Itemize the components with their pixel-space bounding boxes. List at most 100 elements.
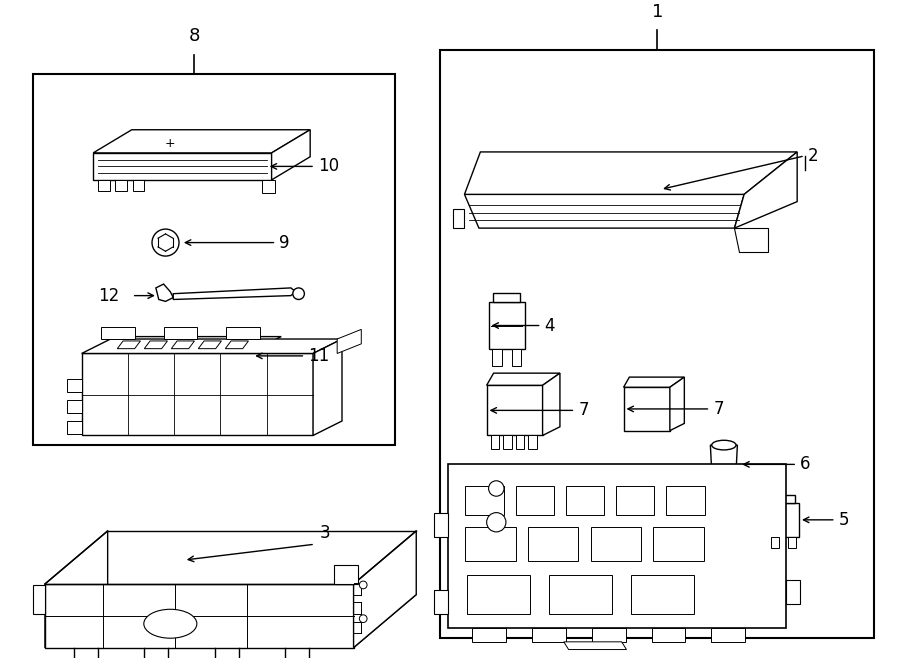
Bar: [101, 327, 135, 339]
Text: 9: 9: [279, 233, 290, 252]
Polygon shape: [45, 595, 416, 648]
Bar: [465, 486, 504, 514]
Polygon shape: [108, 348, 257, 363]
Bar: [68, 400, 82, 413]
Text: 12: 12: [98, 287, 120, 305]
Text: 3: 3: [320, 524, 330, 542]
Polygon shape: [313, 339, 342, 436]
Polygon shape: [772, 495, 796, 503]
Polygon shape: [45, 531, 108, 648]
Bar: [652, 629, 685, 642]
Bar: [532, 629, 566, 642]
Bar: [711, 629, 745, 642]
Bar: [631, 575, 694, 614]
Polygon shape: [487, 373, 560, 385]
Text: 8: 8: [189, 27, 200, 45]
Text: +: +: [165, 137, 176, 150]
Polygon shape: [94, 153, 272, 180]
Polygon shape: [734, 228, 769, 253]
Text: 10: 10: [318, 157, 339, 175]
Polygon shape: [710, 445, 737, 484]
Bar: [465, 527, 516, 561]
Bar: [516, 436, 525, 449]
Bar: [653, 527, 704, 561]
Bar: [98, 180, 110, 192]
Polygon shape: [489, 302, 526, 348]
Bar: [666, 486, 705, 514]
Polygon shape: [45, 584, 354, 648]
Bar: [68, 379, 82, 392]
Polygon shape: [171, 341, 194, 348]
Bar: [434, 590, 448, 614]
Polygon shape: [338, 329, 361, 354]
Polygon shape: [734, 152, 797, 228]
Bar: [491, 436, 500, 449]
Bar: [549, 575, 612, 614]
Polygon shape: [624, 387, 670, 430]
Bar: [566, 486, 604, 514]
Polygon shape: [173, 288, 296, 299]
Circle shape: [152, 229, 179, 256]
Polygon shape: [144, 341, 167, 348]
Text: 4: 4: [544, 317, 555, 334]
Polygon shape: [487, 385, 543, 436]
Polygon shape: [198, 341, 221, 348]
Polygon shape: [624, 377, 684, 387]
Polygon shape: [493, 293, 520, 302]
Text: 5: 5: [839, 511, 849, 529]
Bar: [434, 512, 448, 537]
Bar: [164, 327, 197, 339]
Bar: [528, 527, 579, 561]
Bar: [788, 537, 796, 548]
Text: 7: 7: [714, 400, 724, 418]
Bar: [440, 50, 874, 638]
Bar: [771, 537, 778, 548]
Circle shape: [487, 512, 506, 532]
Text: 11: 11: [308, 347, 329, 365]
Ellipse shape: [144, 609, 197, 639]
Text: 6: 6: [800, 455, 811, 473]
Bar: [472, 629, 506, 642]
Polygon shape: [82, 354, 313, 436]
Polygon shape: [464, 194, 744, 228]
Text: 2: 2: [808, 147, 818, 165]
Polygon shape: [94, 130, 310, 153]
Ellipse shape: [712, 440, 736, 450]
Text: 1: 1: [652, 3, 663, 20]
Bar: [592, 629, 626, 642]
Bar: [503, 436, 512, 449]
Bar: [512, 348, 521, 366]
Polygon shape: [563, 642, 626, 650]
Polygon shape: [82, 339, 342, 354]
Bar: [616, 486, 654, 514]
Polygon shape: [543, 373, 560, 436]
Polygon shape: [354, 531, 416, 648]
Bar: [516, 486, 554, 514]
Polygon shape: [272, 130, 310, 180]
Circle shape: [489, 481, 504, 496]
Bar: [115, 180, 127, 192]
Bar: [467, 575, 530, 614]
Bar: [590, 527, 641, 561]
Polygon shape: [108, 336, 281, 348]
Circle shape: [359, 581, 367, 589]
Bar: [453, 209, 464, 228]
Polygon shape: [225, 341, 248, 348]
Bar: [33, 74, 395, 445]
Bar: [262, 180, 275, 194]
Polygon shape: [464, 152, 797, 194]
Bar: [528, 436, 536, 449]
Bar: [448, 465, 786, 629]
Polygon shape: [334, 564, 358, 584]
Bar: [132, 180, 144, 192]
Bar: [786, 580, 800, 604]
Bar: [68, 421, 82, 434]
Bar: [492, 348, 502, 366]
Polygon shape: [769, 503, 799, 537]
Polygon shape: [117, 341, 140, 348]
Bar: [226, 327, 260, 339]
Text: 7: 7: [579, 401, 589, 419]
Polygon shape: [33, 585, 45, 614]
Polygon shape: [156, 284, 173, 301]
Circle shape: [359, 615, 367, 623]
